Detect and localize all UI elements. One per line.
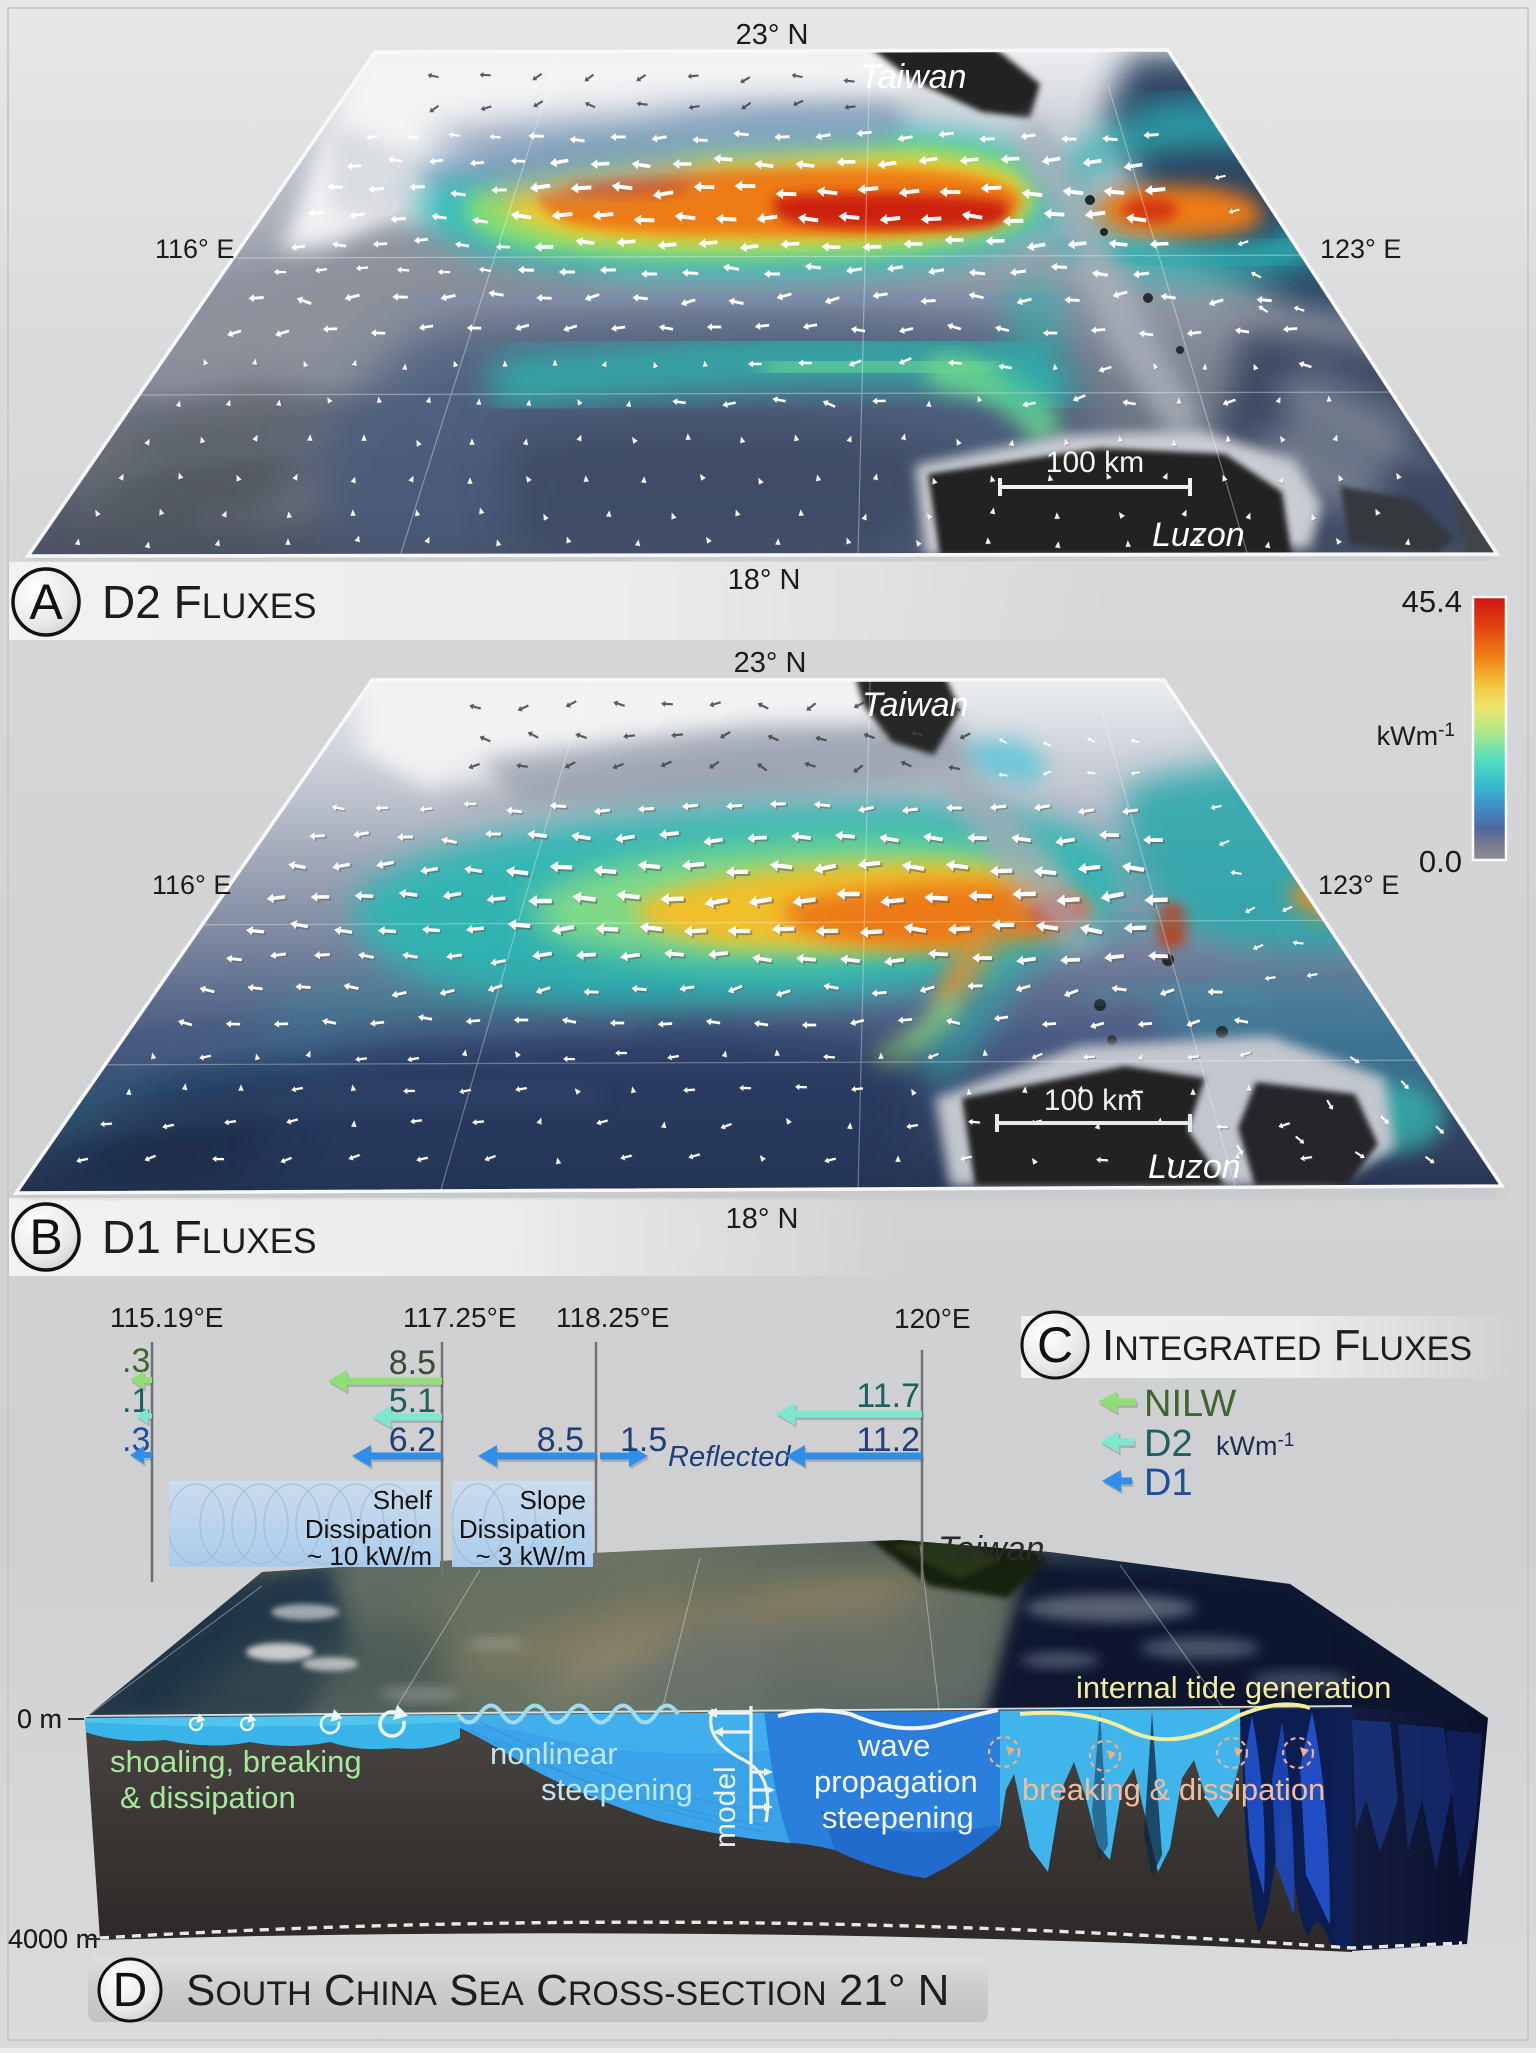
svg-text:model: model	[709, 1766, 742, 1848]
svg-text:Taiwan: Taiwan	[860, 58, 966, 96]
svg-text:120°E: 120°E	[894, 1303, 971, 1334]
svg-text:23° N: 23° N	[736, 19, 809, 51]
svg-text:D2 FLUXES: D2 FLUXES	[102, 576, 316, 628]
svg-text:45.4: 45.4	[1402, 584, 1462, 619]
svg-text:~ 10 kW/m: ~ 10 kW/m	[307, 1541, 432, 1571]
svg-text:18° N: 18° N	[726, 1203, 799, 1235]
svg-text:4000 m: 4000 m	[8, 1924, 98, 1954]
svg-text:kWm-1: kWm-1	[1216, 1430, 1294, 1461]
svg-text:11.7: 11.7	[856, 1377, 920, 1415]
svg-text:Reflected: Reflected	[668, 1441, 791, 1473]
svg-text:118.25°E: 118.25°E	[556, 1302, 669, 1333]
svg-text:100 km: 100 km	[1046, 446, 1144, 479]
svg-text:Dissipation: Dissipation	[305, 1514, 432, 1544]
svg-text:D1: D1	[1144, 1462, 1193, 1504]
svg-text:SOUTH CHINA SEA CROSS-SECTION: SOUTH CHINA SEA CROSS-SECTION 21° N	[186, 1966, 949, 2015]
svg-text:wave: wave	[857, 1728, 930, 1763]
svg-text:117.25°E: 117.25°E	[403, 1302, 516, 1333]
svg-text:Shelf: Shelf	[373, 1485, 433, 1515]
svg-text:propagation: propagation	[814, 1764, 978, 1799]
svg-text:0 m: 0 m	[17, 1704, 62, 1734]
svg-text:B: B	[29, 1209, 62, 1265]
svg-text:INTEGRATED FLUXES: INTEGRATED FLUXES	[1102, 1321, 1472, 1370]
svg-text:NILW: NILW	[1144, 1383, 1236, 1425]
svg-text:shoaling, breaking: shoaling, breaking	[110, 1744, 362, 1779]
svg-text:& dissipation: & dissipation	[120, 1780, 296, 1815]
svg-text:D: D	[113, 1964, 148, 2017]
svg-text:kWm-1: kWm-1	[1377, 720, 1455, 751]
svg-text:~ 3 kW/m: ~ 3 kW/m	[475, 1541, 586, 1571]
svg-text:breaking & dissipation: breaking & dissipation	[1022, 1772, 1325, 1807]
svg-text:Taiwan: Taiwan	[938, 1530, 1044, 1568]
svg-text:116° E: 116° E	[152, 870, 231, 900]
svg-text:8.5: 8.5	[389, 1344, 436, 1382]
svg-text:18° N: 18° N	[728, 564, 801, 596]
svg-text:.3: .3	[122, 1342, 150, 1380]
svg-text:0 m: 0 m	[17, 1704, 62, 1734]
svg-text:23° N: 23° N	[734, 647, 807, 679]
svg-text:100 km: 100 km	[1044, 1084, 1142, 1117]
svg-text:Dissipation: Dissipation	[459, 1514, 586, 1544]
svg-text:A: A	[29, 574, 63, 630]
svg-text:123° E: 123° E	[1320, 234, 1401, 264]
svg-text:116° E: 116° E	[155, 234, 234, 264]
svg-text:Luzon: Luzon	[1148, 1148, 1241, 1186]
svg-text:C: C	[1037, 1317, 1073, 1373]
svg-text:internal tide generation: internal tide generation	[1076, 1670, 1391, 1705]
svg-text:nonlinear: nonlinear	[490, 1736, 618, 1771]
svg-text:1.5: 1.5	[620, 1421, 667, 1459]
svg-text:123° E: 123° E	[1318, 870, 1399, 900]
svg-text:4000 m: 4000 m	[8, 1924, 98, 1954]
svg-text:D2: D2	[1144, 1423, 1193, 1465]
svg-text:0.0: 0.0	[1419, 844, 1462, 879]
svg-text:steepening: steepening	[822, 1800, 974, 1835]
svg-text:steepening: steepening	[541, 1772, 693, 1807]
svg-text:Slope: Slope	[520, 1485, 587, 1515]
svg-text:D1 FLUXES: D1 FLUXES	[102, 1211, 316, 1263]
svg-text:115.19°E: 115.19°E	[110, 1302, 223, 1333]
svg-text:Taiwan: Taiwan	[862, 686, 968, 724]
svg-text:Luzon: Luzon	[1152, 516, 1245, 554]
